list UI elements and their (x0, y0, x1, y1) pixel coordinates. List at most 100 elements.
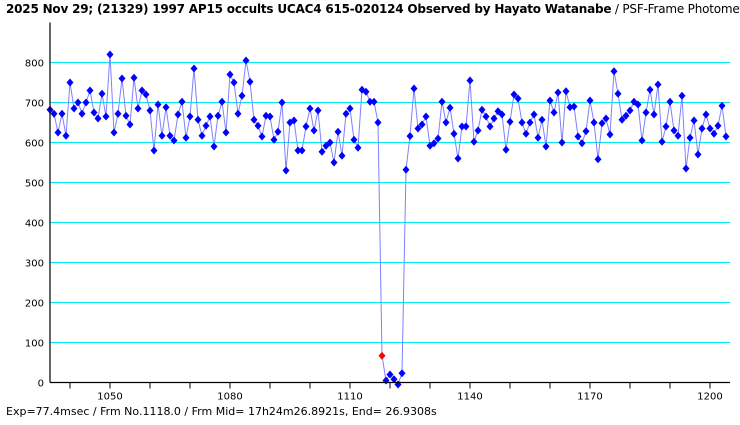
data-point (634, 100, 642, 109)
y-tick-label: 300 (25, 259, 44, 270)
data-point (310, 126, 318, 135)
data-point (130, 73, 138, 82)
data-point (486, 122, 494, 131)
data-point (670, 126, 678, 135)
data-point (562, 87, 570, 96)
data-point (434, 134, 442, 143)
data-point (694, 150, 702, 159)
chart-title: 2025 Nov 29; (21329) 1997 AP15 occults U… (6, 2, 740, 16)
data-point (678, 91, 686, 100)
data-point (498, 110, 506, 119)
y-tick-label: 800 (25, 59, 44, 70)
data-point (622, 111, 630, 120)
data-point (554, 88, 562, 97)
data-point (538, 115, 546, 124)
data-point (62, 131, 70, 140)
data-point (442, 118, 450, 127)
y-tick-label: 200 (25, 299, 44, 310)
series-line (49, 54, 727, 386)
data-point (86, 86, 94, 95)
data-point (290, 116, 298, 125)
data-point (602, 114, 610, 123)
data-point (578, 139, 586, 148)
highlighted-data-point (378, 351, 386, 360)
data-point (438, 97, 446, 106)
data-point (650, 110, 658, 119)
data-point (674, 131, 682, 140)
data-point (194, 115, 202, 124)
data-point (278, 98, 286, 107)
data-point (162, 103, 170, 112)
y-tick-label: 500 (25, 179, 44, 190)
data-point (242, 56, 250, 65)
data-point (618, 115, 626, 124)
y-tick-label: 600 (25, 139, 44, 150)
data-point (158, 131, 166, 140)
data-point (302, 122, 310, 131)
data-point (478, 105, 486, 114)
data-point (462, 122, 470, 131)
data-point (362, 87, 370, 96)
data-point (294, 146, 302, 155)
data-point (234, 109, 242, 118)
data-point (702, 110, 710, 119)
data-point (666, 97, 674, 106)
data-point (318, 147, 326, 156)
data-point (222, 128, 230, 137)
data-point (558, 138, 566, 147)
data-point (642, 108, 650, 117)
data-point (422, 112, 430, 121)
data-point (202, 121, 210, 130)
data-point (178, 97, 186, 106)
data-point (58, 109, 66, 118)
data-point (254, 121, 262, 130)
data-point (402, 165, 410, 174)
data-point (114, 109, 122, 118)
data-point (142, 90, 150, 99)
data-point (370, 97, 378, 106)
data-point (270, 135, 278, 144)
x-tick-label: 1140 (457, 392, 482, 403)
data-point (490, 114, 498, 123)
data-point (654, 80, 662, 89)
data-point (266, 112, 274, 121)
data-point (210, 142, 218, 151)
data-point (502, 145, 510, 154)
data-point (350, 135, 358, 144)
y-tick-label: 100 (25, 339, 44, 350)
data-point (94, 114, 102, 123)
data-point (154, 100, 162, 109)
data-point (314, 106, 322, 115)
data-point (90, 108, 98, 117)
data-point (122, 111, 130, 120)
y-tick-label: 0 (38, 379, 44, 390)
data-point (182, 133, 190, 142)
data-point (614, 89, 622, 98)
data-point (126, 120, 134, 129)
data-point (150, 146, 158, 155)
data-point (430, 139, 438, 148)
data-point (510, 90, 518, 99)
data-point (118, 74, 126, 83)
data-point (106, 50, 114, 59)
data-point (610, 67, 618, 76)
data-point (406, 132, 414, 141)
data-point (250, 115, 258, 124)
data-point (526, 118, 534, 127)
data-point (530, 110, 538, 119)
data-point (410, 84, 418, 93)
data-point (98, 89, 106, 98)
data-point (226, 70, 234, 79)
data-point (134, 104, 142, 113)
data-point (138, 86, 146, 95)
data-point (74, 98, 82, 107)
data-point (474, 126, 482, 135)
data-point (574, 132, 582, 141)
data-point (390, 375, 398, 384)
data-point (714, 121, 722, 130)
data-point (146, 106, 154, 115)
data-point (446, 103, 454, 112)
data-point (522, 129, 530, 138)
data-point (466, 76, 474, 85)
